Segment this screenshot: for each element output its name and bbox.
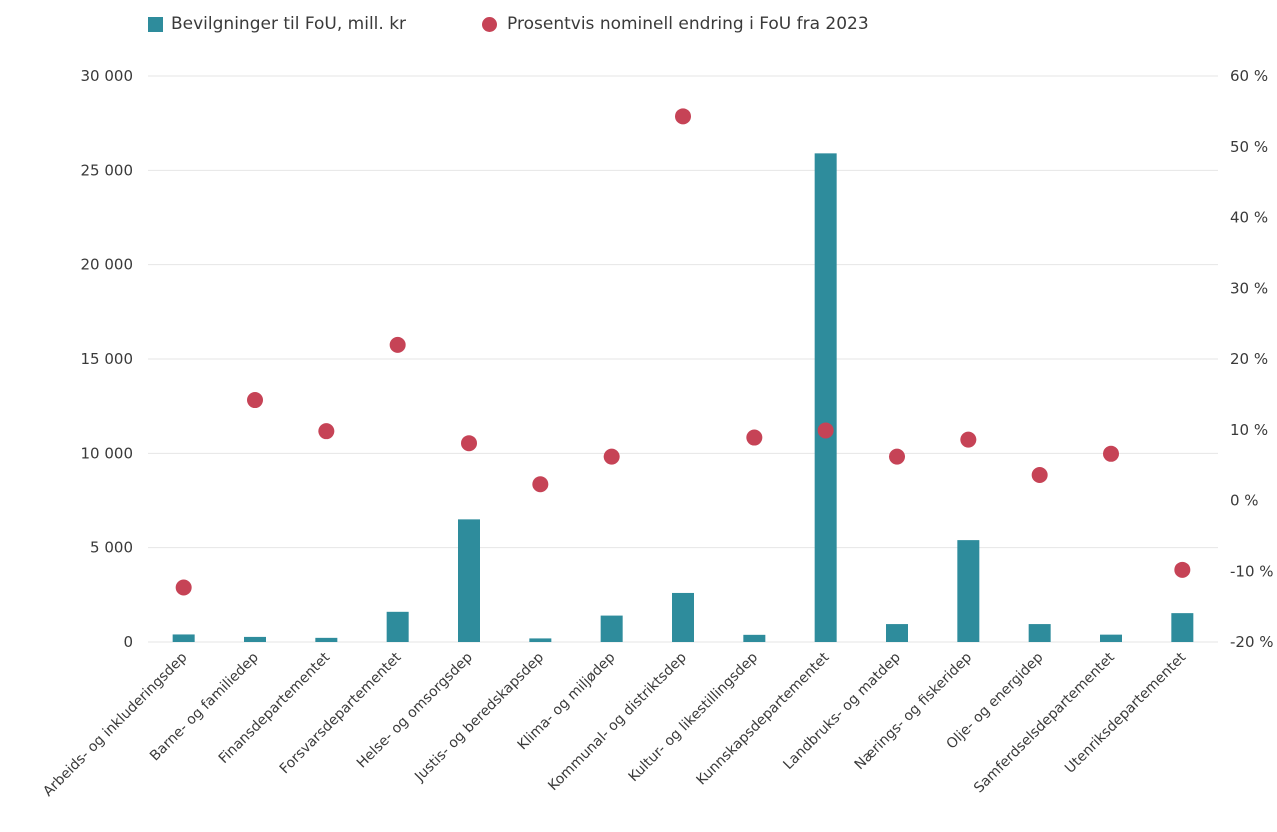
data-point <box>461 435 477 452</box>
data-point <box>889 448 905 465</box>
x-tick-label: Landbruks- og matdep <box>780 649 904 773</box>
bar <box>1028 624 1051 642</box>
legend-dot-swatch <box>482 16 498 32</box>
legend-item-dots[interactable]: Prosentvis nominell endring i FoU fra 20… <box>482 14 869 34</box>
bar <box>1100 634 1122 642</box>
x-tick-label: Nærings- og fiskeridep <box>852 649 976 773</box>
legend-dot-label: Prosentvis nominell endring i FoU fra 20… <box>507 14 869 34</box>
bar <box>244 636 266 642</box>
y-right-tick-label: 0 % <box>1230 492 1259 510</box>
y-right-tick-label: -10 % <box>1230 562 1274 580</box>
y-right-tick-label: 60 % <box>1230 67 1268 85</box>
x-tick-label: Kommunal- og distriktsdep <box>545 649 690 794</box>
data-point <box>817 422 834 439</box>
x-tick-label: Utenriksdepartementet <box>1062 649 1190 777</box>
bar <box>1171 613 1194 642</box>
y-left-tick-label: 15 000 <box>81 350 134 368</box>
bar <box>600 615 623 642</box>
data-point <box>389 336 406 353</box>
y-right-tick-label: 50 % <box>1230 138 1268 156</box>
data-point <box>746 429 763 446</box>
y-left-tick-label: 0 <box>123 633 133 651</box>
x-tick-label: Kultur- og likestillingsdep <box>626 649 762 785</box>
legend-bar-swatch <box>148 16 163 32</box>
bar <box>743 634 766 642</box>
x-tick-label: Kunnskapsdepartementet <box>694 649 833 788</box>
data-point <box>1031 467 1048 484</box>
chart-legend: Bevilgninger til FoU, mill. kr Prosentvi… <box>148 10 945 38</box>
data-point <box>247 392 263 409</box>
data-point <box>318 423 335 440</box>
y-left-tick-label: 20 000 <box>81 256 134 274</box>
bar <box>386 611 409 642</box>
y-right-tick-label: 40 % <box>1230 209 1268 227</box>
legend-bar-label: Bevilgninger til FoU, mill. kr <box>171 14 407 34</box>
y-right-tick-label: 20 % <box>1230 350 1268 368</box>
x-tick-label: Samferdselsdepartementet <box>971 649 1118 796</box>
data-point <box>1103 445 1119 462</box>
x-tick-label: Helse- og omsorgsdep <box>354 649 476 771</box>
bar <box>458 519 480 642</box>
bar <box>172 634 195 642</box>
x-tick-label: Justis- og beredskapsdep <box>411 649 547 785</box>
y-left-tick-label: 5 000 <box>90 539 133 557</box>
data-point <box>175 579 192 596</box>
data-point <box>960 431 977 448</box>
data-point <box>675 108 691 125</box>
bar <box>529 638 552 642</box>
y-right-tick-label: 30 % <box>1230 279 1268 297</box>
bar <box>672 592 694 642</box>
y-right-tick-label: -20 % <box>1230 633 1274 651</box>
bar <box>886 624 908 642</box>
y-left-tick-label: 10 000 <box>81 444 134 462</box>
data-point <box>603 448 620 465</box>
data-point <box>532 476 549 493</box>
x-tick-label: Forsvarsdepartementet <box>277 649 405 777</box>
y-left-tick-label: 30 000 <box>81 67 134 85</box>
legend-item-bars[interactable]: Bevilgninger til FoU, mill. kr <box>148 14 406 34</box>
y-right-tick-label: 10 % <box>1230 421 1268 439</box>
bar <box>957 540 980 642</box>
bar <box>315 637 338 642</box>
bar <box>814 153 837 642</box>
y-left-tick-label: 25 000 <box>81 161 134 179</box>
data-point <box>1174 561 1191 578</box>
x-tick-label: Arbeids- og inkluderingsdep <box>40 649 190 799</box>
